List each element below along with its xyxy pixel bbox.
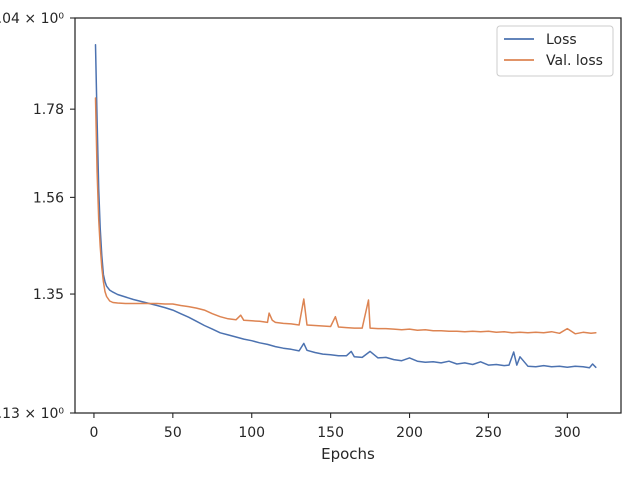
x-tick-label: 150 xyxy=(317,425,344,441)
y-tick-label: 2.04 × 10⁰ xyxy=(0,11,64,27)
y-tick-label: 1.13 × 10⁰ xyxy=(0,406,64,422)
x-tick-label: 200 xyxy=(396,425,423,441)
series-line-val-loss xyxy=(94,97,597,335)
y-tick-label: 1.56 xyxy=(33,190,64,206)
x-tick-label: 250 xyxy=(475,425,502,441)
x-axis-label: Epochs xyxy=(321,445,375,463)
y-tick-label: 1.35 xyxy=(33,287,64,303)
y-tick-label: 1.78 xyxy=(33,102,64,118)
x-tick-label: 50 xyxy=(164,425,182,441)
legend-label: Loss xyxy=(546,32,577,48)
x-tick-label: 300 xyxy=(554,425,581,441)
legend-label: Val. loss xyxy=(546,53,603,69)
plot-frame xyxy=(74,17,622,414)
series-line-loss xyxy=(94,44,597,369)
x-tick-label: 100 xyxy=(238,425,265,441)
x-tick-label: 0 xyxy=(89,425,98,441)
legend: Loss Val. loss xyxy=(496,25,614,77)
